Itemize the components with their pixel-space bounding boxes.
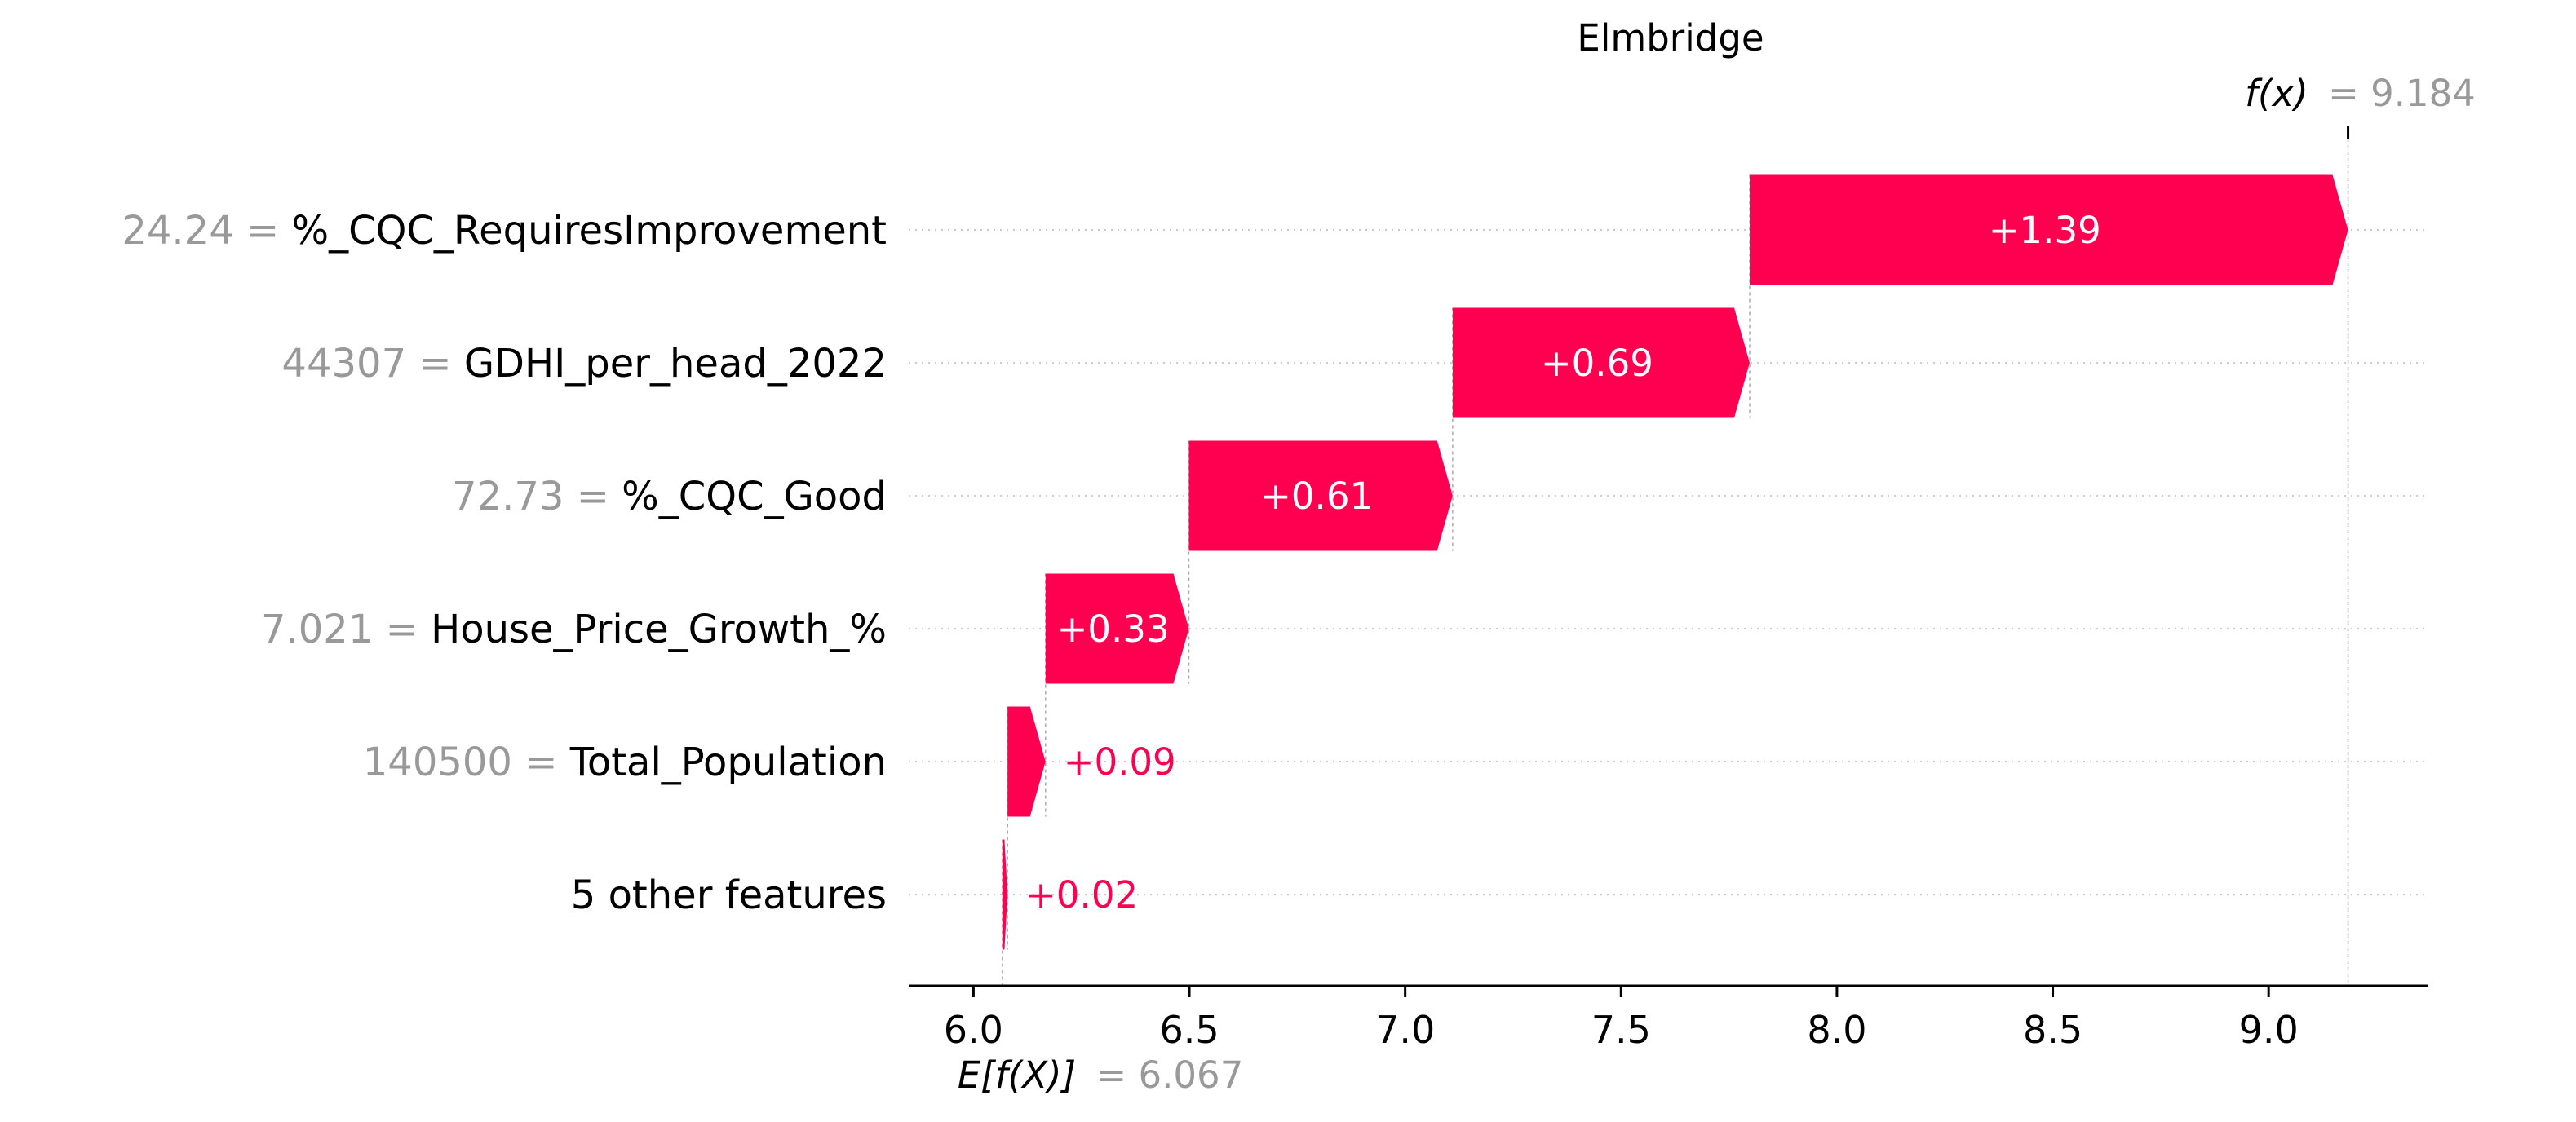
shap-value-label: +0.33 [1057,607,1170,651]
shap-value-label: +0.69 [1541,342,1653,385]
final-value-number: = 9.184 [2328,72,2476,115]
final-value-symbol: f(x) [2245,72,2308,115]
base-value-label: E[f(X)] = 6.067 [958,1054,1243,1097]
feature-labels: 24.24 = %_CQC_RequiresImprovement 44307 =… [122,208,887,918]
shap-bar [1750,174,2348,285]
final-value-label: f(x) = 9.184 [2245,72,2476,115]
feature-name: House_Price_Growth_% [431,607,887,652]
chart-title: Elmbridge [1577,16,1764,60]
feature-label: 24.24 = %_CQC_RequiresImprovement [122,208,887,254]
shap-bar [1045,573,1189,684]
shap-bar [1188,440,1453,551]
bars-group: +1.39 +0.69 +0.61 +0.33 +0.09 +0.02 [1002,174,2348,950]
feature-value: 72.73 = [452,474,622,519]
feature-label: 44307 = GDHI_per_head_2022 [281,341,887,387]
feature-value: 24.24 = [122,208,291,254]
x-tick-label: 7.0 [1375,1008,1435,1052]
base-value-number: = 6.067 [1095,1054,1243,1097]
shap-bar [1452,307,1751,418]
feature-name: %_CQC_Good [622,474,887,519]
feature-value: 7.021 = [261,607,431,652]
shap-value-label: +0.61 [1260,475,1373,518]
x-axis: 6.0 6.5 7.0 7.5 8.0 8.5 9.0 [909,984,2428,1052]
x-tick-label: 7.5 [1591,1008,1651,1052]
feature-name: GDHI_per_head_2022 [464,341,887,387]
shap-bar [1007,706,1046,817]
shap-bar [1002,839,1008,950]
final-value-marker: f(x) = 9.184 [2245,72,2476,139]
feature-label: 140500 = Total_Population [363,740,887,785]
feature-value: 140500 = [363,740,570,785]
shap-value-label: +1.39 [1989,209,2101,252]
x-tick-label: 6.0 [944,1008,1003,1052]
x-tick-label: 8.0 [1807,1008,1866,1052]
feature-name: %_CQC_RequiresImprovement [292,208,887,254]
x-tick-label: 6.5 [1159,1008,1219,1052]
shap-value-label: +0.02 [1025,873,1138,917]
feature-label: 7.021 = House_Price_Growth_% [261,607,887,652]
feature-name: Total_Population [569,740,887,785]
feature-label: 5 other features [571,872,887,918]
x-tick-label: 9.0 [2239,1008,2299,1052]
feature-name: 5 other features [571,872,887,918]
feature-value: 44307 = [281,341,463,387]
shap-value-label: +0.09 [1064,740,1176,784]
x-tick-label: 8.5 [2023,1008,2082,1052]
feature-label: 72.73 = %_CQC_Good [452,474,887,519]
base-value-symbol: E[f(X)] [958,1054,1076,1097]
